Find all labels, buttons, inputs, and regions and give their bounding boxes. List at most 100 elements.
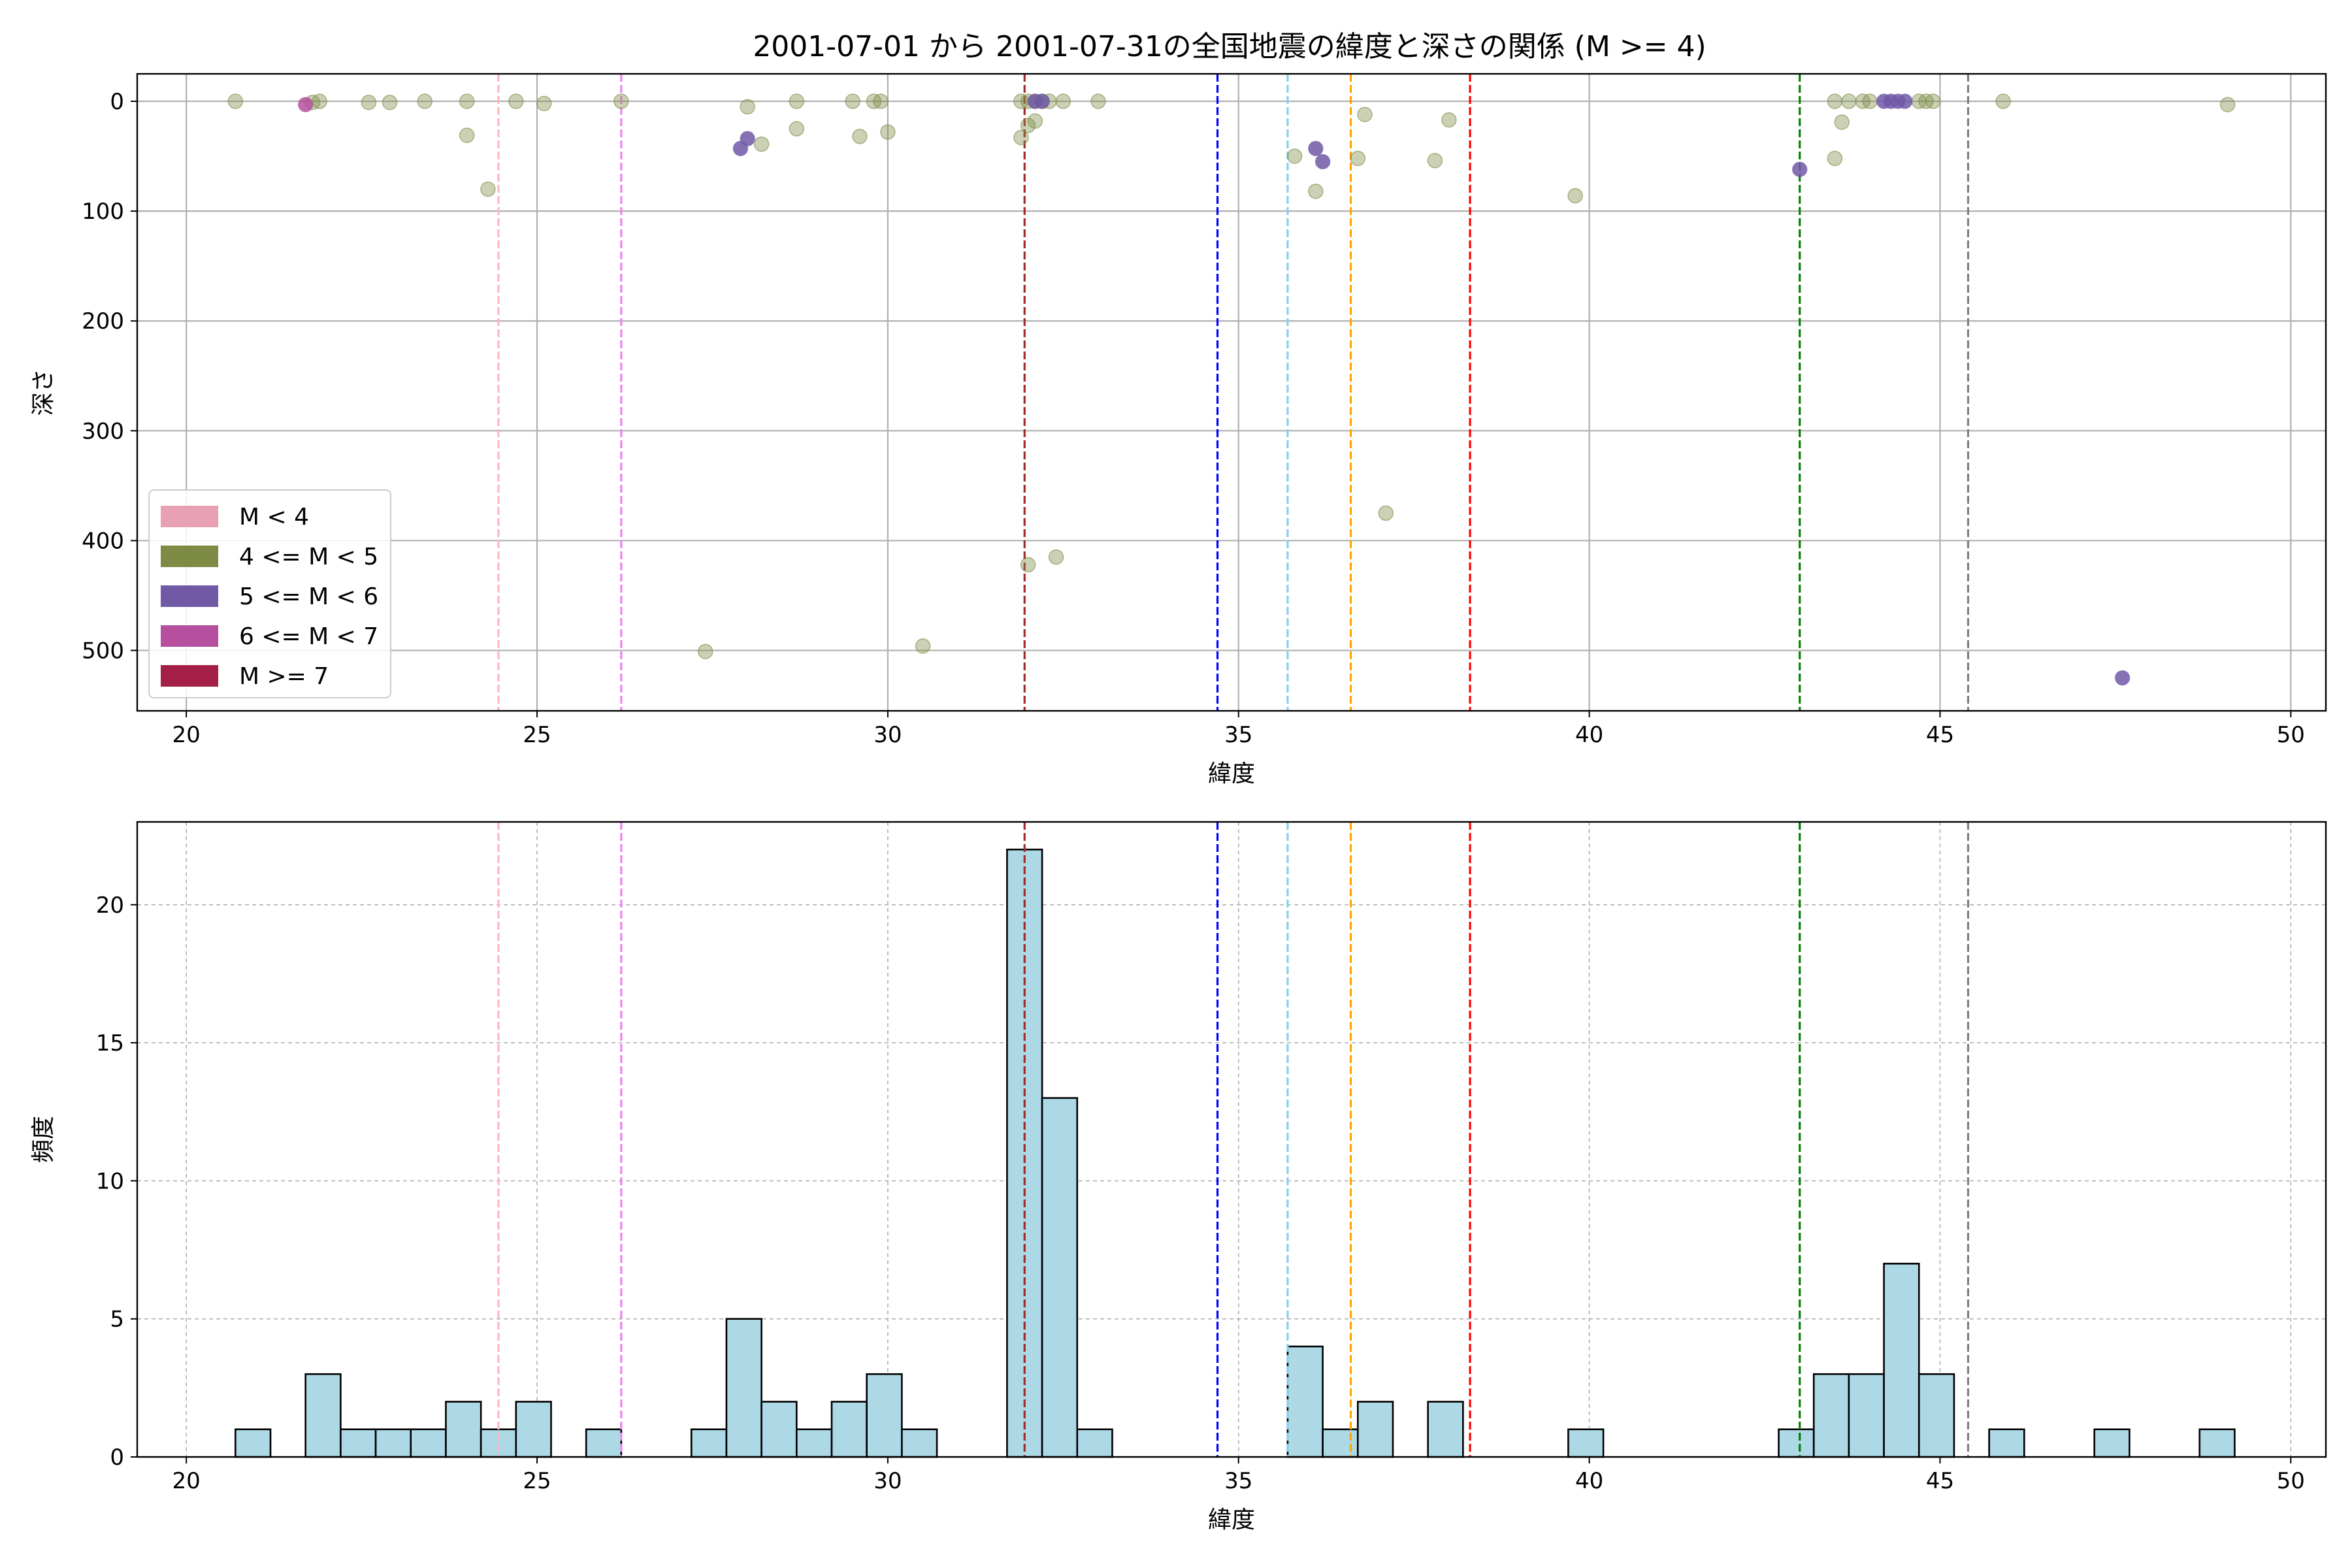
y-tick-label: 100	[82, 199, 124, 225]
scatter-point	[536, 95, 552, 112]
scatter-point	[508, 93, 524, 109]
hist-bar	[1356, 1401, 1394, 1458]
scatter-point	[613, 93, 629, 109]
y-tick-label: 0	[110, 89, 124, 115]
legend-label: M >= 7	[239, 663, 329, 690]
hist-bar	[1918, 1373, 1955, 1458]
scatter-point	[2219, 97, 2236, 112]
scatter-point	[459, 127, 475, 143]
hist-bar	[760, 1401, 798, 1458]
legend-swatch	[161, 546, 218, 567]
scatter-point	[361, 94, 377, 110]
scatter-point	[1055, 93, 1071, 109]
x-tick-label: 30	[874, 1468, 902, 1494]
hist-bar	[1076, 1428, 1113, 1458]
hist-reference-lines	[497, 822, 1970, 1457]
hist-bar	[1883, 1262, 1920, 1458]
scatter-point	[1378, 505, 1394, 521]
scatter-point	[1350, 150, 1366, 167]
scatter-point	[1315, 154, 1331, 170]
scatter-point	[740, 131, 755, 146]
scatter-point	[1441, 112, 1457, 128]
y-axis-label: 頻度	[30, 1116, 57, 1163]
scatter-point	[1308, 184, 1324, 199]
scatter-point	[852, 129, 868, 144]
scatter-point	[915, 638, 931, 654]
hist-bar	[2198, 1428, 2236, 1458]
scatter-point	[459, 93, 475, 109]
legend-swatch	[161, 585, 218, 607]
hist-bar	[866, 1373, 903, 1458]
histogram-axes: 20 25 30 35 40 45 50 0 5 10 15 20 緯度 頻度	[30, 821, 2327, 1533]
y-tick-label: 500	[82, 638, 124, 664]
hist-bar	[690, 1428, 728, 1458]
scatter-point	[2114, 670, 2131, 686]
scatter-point	[227, 93, 244, 109]
scatter-point	[1013, 129, 1029, 146]
x-tick-label: 50	[2277, 722, 2305, 748]
hist-bar	[585, 1428, 623, 1458]
scatter-point	[1567, 188, 1583, 204]
x-axis-label: 緯度	[1208, 760, 1255, 787]
scatter-point	[312, 93, 327, 109]
x-tick-label: 40	[1575, 722, 1603, 748]
hist-bar	[2093, 1428, 2131, 1458]
scatter-point	[1827, 93, 1843, 109]
scatter-point	[1841, 93, 1857, 109]
x-tick-label: 35	[1224, 722, 1252, 748]
chart-title: 2001-07-01 から 2001-07-31の全国地震の緯度と深さの関係 (…	[753, 30, 1706, 63]
x-tick-label: 30	[874, 722, 902, 748]
hist-bar	[235, 1428, 272, 1458]
hist-bars	[235, 848, 2236, 1458]
legend-label: M < 4	[239, 504, 309, 531]
scatter-point	[1048, 549, 1064, 565]
scatter-point	[1834, 114, 1850, 130]
x-tick-label: 25	[523, 1468, 551, 1494]
hist-bar	[795, 1428, 833, 1458]
hist-bar	[1778, 1428, 1815, 1458]
x-tick-label: 45	[1926, 722, 1954, 748]
scatter-point	[1897, 93, 1913, 109]
hist-bar	[1988, 1428, 2025, 1458]
scatter-point	[1791, 161, 1808, 177]
scatter-point	[873, 93, 889, 109]
hist-bar	[1848, 1373, 1885, 1458]
legend-swatch	[161, 506, 218, 527]
scatter-point	[1827, 150, 1843, 167]
y-tick-label: 10	[96, 1168, 124, 1194]
scatter-point	[1862, 93, 1878, 109]
y-tick-label: 15	[96, 1030, 124, 1056]
scatter-point	[1034, 93, 1050, 109]
hist-bar	[340, 1428, 377, 1458]
x-tick-label: 50	[2277, 1468, 2305, 1494]
legend-label: 4 <= M < 5	[239, 544, 378, 570]
legend-label: 5 <= M < 6	[239, 583, 378, 610]
hist-bar	[1812, 1373, 1850, 1458]
scatter-point	[382, 94, 398, 110]
scatter-point	[789, 121, 805, 137]
y-tick-label: 5	[110, 1307, 124, 1333]
y-tick-label: 20	[96, 892, 124, 919]
hist-bar	[1322, 1428, 1359, 1458]
scatter-point	[1286, 148, 1303, 164]
hist-bar	[304, 1373, 342, 1458]
legend: M < 4 4 <= M < 5 5 <= M < 6 6 <= M < 7 M >= …	[148, 489, 391, 698]
scatter-point	[1357, 106, 1373, 122]
scatter-frame	[136, 73, 2327, 712]
scatter-point	[1427, 153, 1443, 169]
hist-bar	[445, 1401, 482, 1458]
scatter-point	[789, 93, 805, 109]
x-tick-label: 25	[523, 722, 551, 748]
hist-frame	[136, 821, 2327, 1458]
y-tick-label: 400	[82, 528, 124, 554]
scatter-point	[1090, 93, 1106, 109]
scatter-grid	[137, 74, 2326, 711]
scatter-point	[697, 644, 713, 659]
legend-swatch	[161, 625, 218, 647]
scatter-point	[480, 181, 496, 197]
y-tick-label: 200	[82, 308, 124, 335]
scatter-point	[845, 93, 860, 109]
scatter-point	[753, 136, 770, 152]
scatter-point	[1925, 93, 1941, 109]
